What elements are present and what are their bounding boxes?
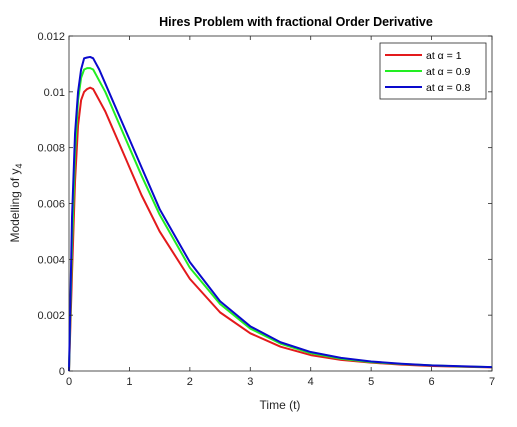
y-axis-label-text: Modelling of y <box>8 168 22 242</box>
x-tick-label: 2 <box>187 376 193 388</box>
series-line-3 <box>68 55 493 372</box>
x-tick-label: 5 <box>368 376 374 388</box>
y-axis-label: Modelling of y4 <box>8 163 24 242</box>
x-tick-label: 0 <box>66 376 72 388</box>
y-tick-label: 0.002 <box>37 310 65 322</box>
legend-label-2: at α = 0.9 <box>426 66 470 78</box>
y-tick-label: 0.004 <box>37 254 65 266</box>
y-tick-label: 0 <box>59 366 65 378</box>
x-tick-label: 6 <box>429 376 435 388</box>
ticks-layer: 0 1 2 3 4 5 6 7 0 0.002 0.004 0.006 0.008 0.01 0.012 <box>37 31 495 388</box>
x-tick-label: 7 <box>489 376 495 388</box>
x-tick-label: 4 <box>308 376 314 388</box>
y-tick-label: 0.008 <box>37 143 65 155</box>
x-axis-label: Time (t) <box>260 398 301 412</box>
legend-label-1: at α = 1 <box>426 50 462 62</box>
y-tick-label: 0.01 <box>44 87 65 99</box>
x-tick-label: 1 <box>126 376 132 388</box>
series-layer <box>68 55 493 372</box>
y-tick-label: 0.006 <box>37 199 65 211</box>
y-tick-label: 0.012 <box>37 31 65 43</box>
legend: at α = 1 at α = 0.9 at α = 0.8 <box>379 42 487 100</box>
legend-label-3: at α = 0.8 <box>426 82 470 94</box>
y-axis-label-subscript: 4 <box>14 163 24 168</box>
x-tick-label: 3 <box>247 376 253 388</box>
chart-title: Hires Problem with fractional Order Deri… <box>159 15 433 29</box>
